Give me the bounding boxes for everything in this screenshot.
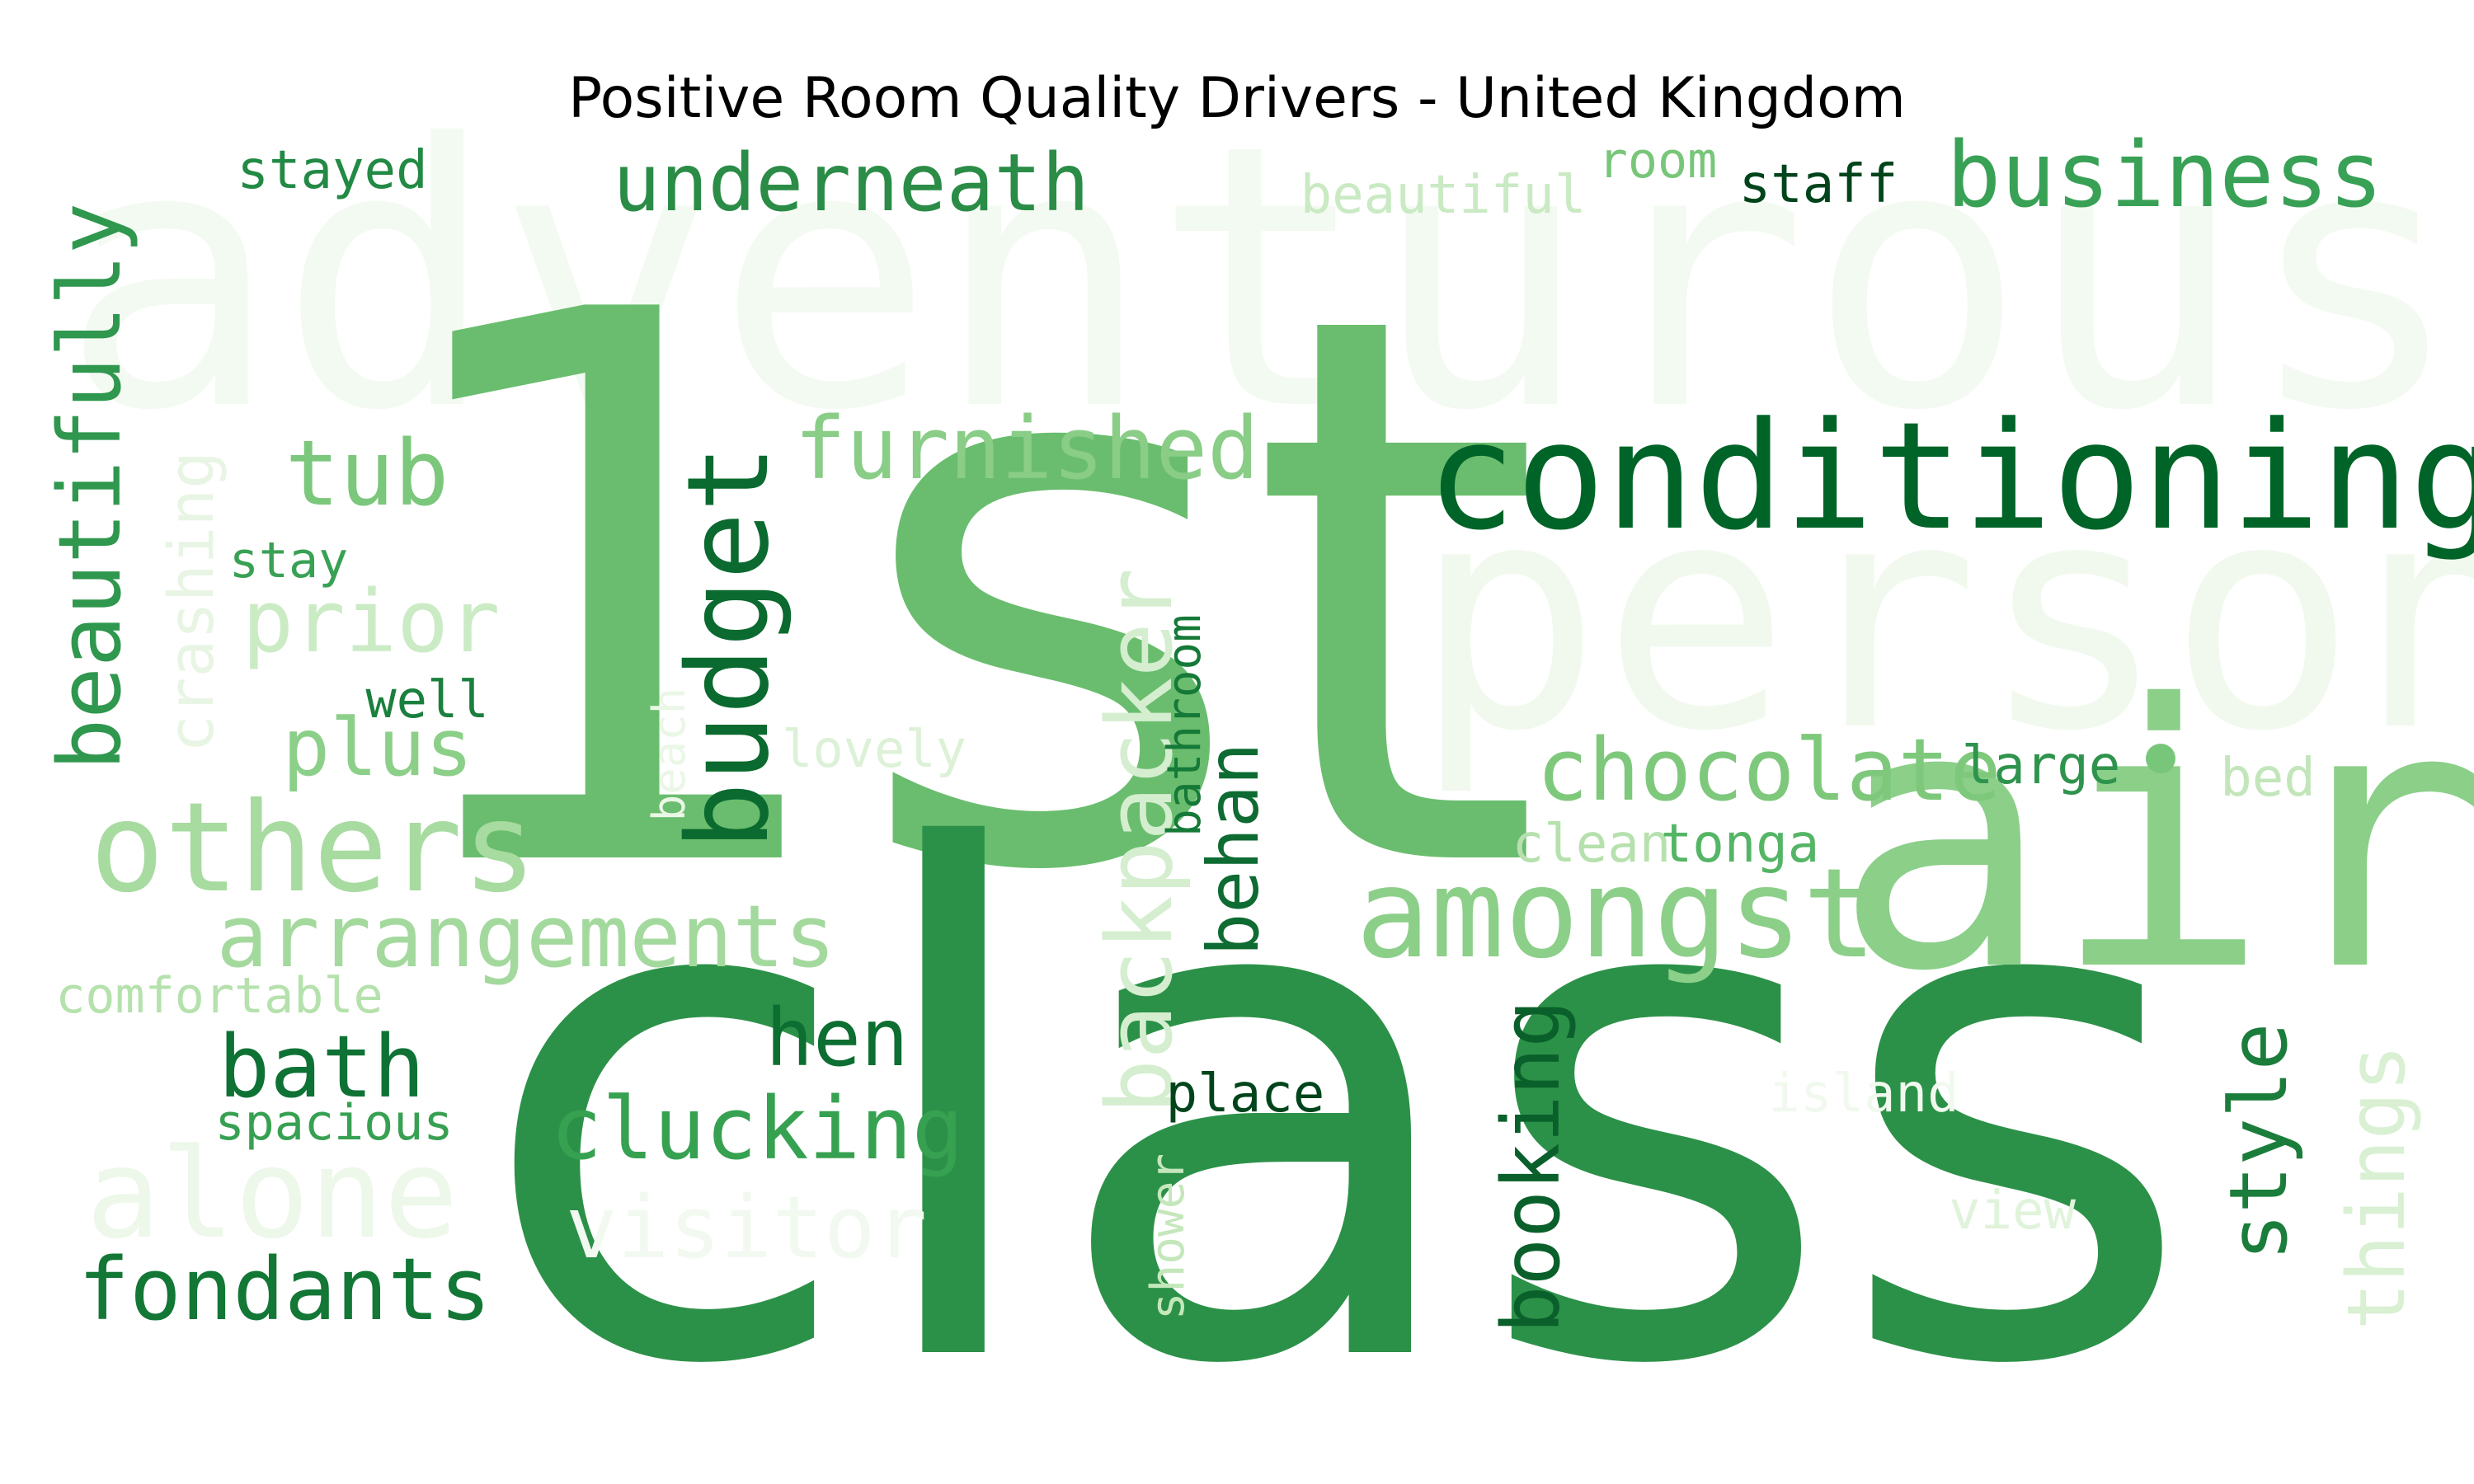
word-beach: beach [643,688,695,822]
word-well: well [365,669,488,730]
word-tub: tub [285,420,449,526]
word-spacious: spacious [215,1094,454,1152]
word-staff: staff [1739,154,1898,215]
word-visitor: visitor [566,1177,927,1278]
word-conditioning: conditioning [1427,391,2474,563]
chart-title: Positive Room Quality Drivers - United K… [568,66,1906,131]
word-large: large [1962,735,2121,796]
word-beautifully: beautifully [40,203,140,771]
word-view: view [1949,1181,2077,1242]
word-island: island [1768,1064,1959,1125]
word-tonga: tonga [1661,814,1820,875]
word-shower: shower [1141,1153,1195,1320]
word-behan: behan [1192,743,1275,956]
word-stayed: stayed [237,140,427,201]
word-arrangements: arrangements [216,886,835,987]
word-budget: budget [664,444,794,849]
word-booking: booking [1485,1000,1578,1334]
word-hen: hen [765,992,908,1084]
word-bathroom: bathroom [1158,614,1211,837]
dot-mark [2146,744,2175,773]
word-beautiful: beautiful [1300,165,1587,226]
word-things: things [2331,1045,2423,1331]
word-prior: prior [242,571,500,672]
word-fondants: fondants [78,1239,492,1340]
word-alone: alone [86,1123,459,1266]
word-comfortable: comfortable [55,967,383,1025]
word-bed: bed [2220,748,2316,809]
word-room: room [1598,132,1718,190]
word-bath: bath [219,1017,425,1117]
word-adventurous: adventurous [60,68,2463,490]
word-lovely: lovely [782,719,967,779]
word-air: air [1833,628,2474,1050]
word-others: others [90,777,537,920]
word-business: business [1946,122,2383,228]
word-class: class [476,710,2195,1484]
word-place: place [1166,1064,1325,1125]
word-plus: plus [282,702,473,794]
word-stay: stay [229,532,349,589]
word-amongst: amongst [1356,843,1877,986]
word-clucking: clucking [551,1078,964,1179]
word-person: person [1413,434,2474,800]
word-furnished: furnished [794,398,1259,499]
word-underneath: underneath [613,137,1089,229]
word-backpacker: backpacker [1087,568,1192,1114]
word-clean: clean [1512,814,1672,875]
word-crashing: crashing [154,451,228,753]
word-chocolate: chocolate [1536,720,2001,820]
word-1st: 1st [369,153,1544,1036]
word-style: style [2213,1023,2305,1261]
